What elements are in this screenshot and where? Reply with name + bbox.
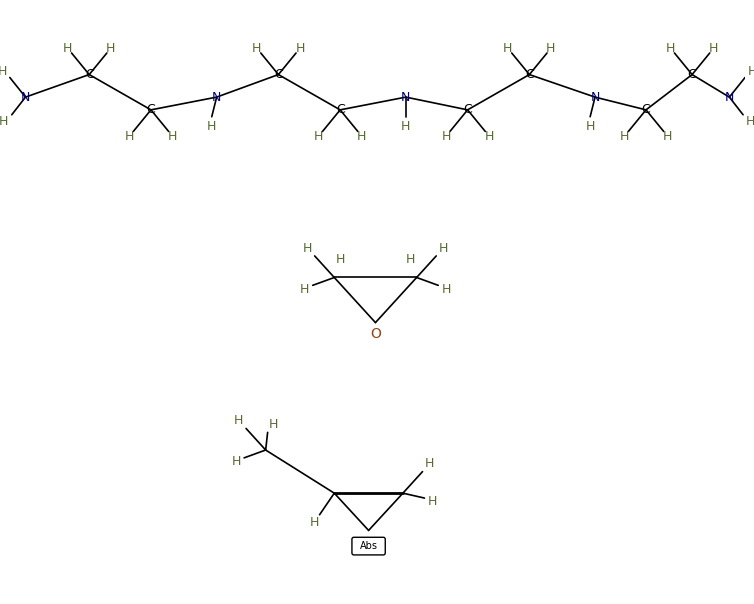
Text: H: H xyxy=(438,242,448,254)
Text: N: N xyxy=(590,91,599,104)
Text: H: H xyxy=(314,130,323,143)
Text: H: H xyxy=(585,120,595,133)
FancyBboxPatch shape xyxy=(352,538,385,555)
Text: C: C xyxy=(463,103,472,117)
Text: H: H xyxy=(207,120,216,133)
Text: N: N xyxy=(725,91,734,104)
Text: C: C xyxy=(85,68,93,81)
Text: H: H xyxy=(748,65,754,78)
Text: N: N xyxy=(401,91,410,104)
Text: H: H xyxy=(0,65,7,78)
Text: H: H xyxy=(620,130,629,143)
Text: H: H xyxy=(252,42,262,54)
Text: H: H xyxy=(168,130,177,143)
Text: H: H xyxy=(663,130,673,143)
Text: H: H xyxy=(357,130,366,143)
Text: H: H xyxy=(269,418,278,431)
Text: H: H xyxy=(406,253,415,266)
Text: C: C xyxy=(146,103,155,117)
Text: H: H xyxy=(106,42,115,54)
Text: N: N xyxy=(212,91,222,104)
Text: H: H xyxy=(401,120,410,133)
Text: H: H xyxy=(441,283,451,296)
Text: Abs: Abs xyxy=(360,541,378,551)
Text: H: H xyxy=(0,115,8,128)
Text: H: H xyxy=(428,495,437,509)
Text: H: H xyxy=(546,42,556,54)
Text: H: H xyxy=(231,455,241,468)
Text: H: H xyxy=(441,130,451,143)
Text: H: H xyxy=(296,42,305,54)
Text: H: H xyxy=(485,130,494,143)
Text: H: H xyxy=(666,42,676,54)
Text: H: H xyxy=(503,42,513,54)
Text: H: H xyxy=(310,516,320,529)
Text: H: H xyxy=(63,42,72,54)
Text: H: H xyxy=(234,414,243,427)
Text: H: H xyxy=(303,242,312,254)
Text: H: H xyxy=(746,115,754,128)
Text: O: O xyxy=(370,327,381,341)
Text: N: N xyxy=(21,91,30,104)
Text: C: C xyxy=(525,68,534,81)
Text: H: H xyxy=(124,130,134,143)
Text: C: C xyxy=(642,103,651,117)
Text: C: C xyxy=(688,68,697,81)
Text: H: H xyxy=(425,457,434,471)
Text: C: C xyxy=(336,103,345,117)
Text: C: C xyxy=(274,68,283,81)
Text: H: H xyxy=(709,42,719,54)
Text: H: H xyxy=(336,253,345,266)
Text: H: H xyxy=(300,283,310,296)
